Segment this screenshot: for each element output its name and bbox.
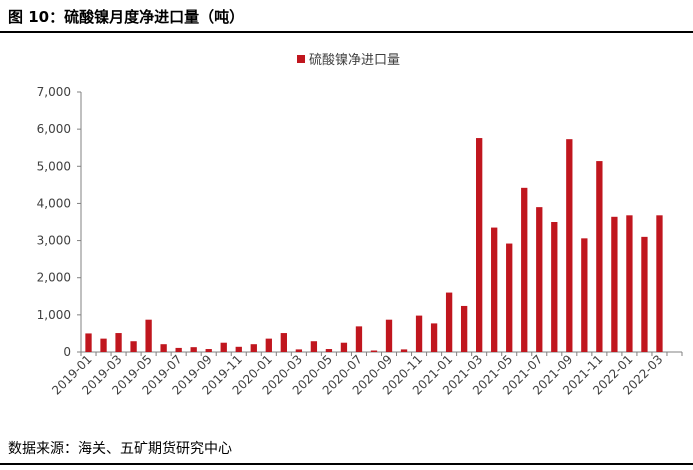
bar <box>415 315 423 352</box>
bar <box>596 161 603 352</box>
source-note: 数据来源：海关、五矿期货研究中心 <box>8 441 232 457</box>
bar <box>130 341 137 352</box>
y-tick-label: 6,000 <box>37 122 71 136</box>
bar <box>385 319 393 352</box>
bar <box>506 243 513 352</box>
bar <box>145 319 152 352</box>
y-tick-label: 4,000 <box>37 196 71 210</box>
bar-chart: 硫酸镍净进口量 0 1,000 2,000 3,000 4,000 5,000 6,000 7… <box>37 53 683 398</box>
bar <box>476 138 483 352</box>
bar <box>445 292 453 352</box>
bar <box>626 215 633 352</box>
figure-title: 图 10：硫酸镍月度净进口量（吨） <box>8 8 245 26</box>
bar <box>355 326 363 352</box>
bar <box>566 139 573 352</box>
bar <box>205 349 212 352</box>
bar <box>536 207 543 352</box>
title-rule <box>0 31 693 33</box>
x-axis-labels: 2019-012019-032019-052019-072019-092019-… <box>49 352 665 397</box>
bar <box>400 349 408 352</box>
legend-swatch <box>297 55 305 63</box>
bar <box>521 187 528 352</box>
legend-label: 硫酸镍净进口量 <box>309 53 400 68</box>
bar <box>491 227 498 352</box>
y-tick-label: 0 <box>63 345 71 359</box>
y-tick-label: 5,000 <box>37 159 71 173</box>
bar <box>641 236 648 352</box>
bar <box>115 333 122 352</box>
bottom-rule <box>0 463 693 465</box>
bar <box>611 216 618 352</box>
bars <box>85 138 663 352</box>
bar <box>310 341 318 352</box>
bar <box>235 346 242 352</box>
bar <box>100 338 107 352</box>
bar <box>656 215 663 352</box>
bar <box>160 344 167 352</box>
bar <box>265 338 272 352</box>
bar <box>250 344 257 352</box>
y-tick-label: 3,000 <box>37 234 71 248</box>
bar <box>460 305 468 352</box>
bar <box>295 349 303 352</box>
bar <box>430 323 438 352</box>
bar <box>85 333 92 352</box>
bar <box>280 333 287 352</box>
bar <box>220 342 227 352</box>
bar <box>325 349 333 352</box>
y-axis-labels: 0 1,000 2,000 3,000 4,000 5,000 6,000 7,000 <box>37 85 71 359</box>
y-tick-label: 7,000 <box>37 85 71 99</box>
bar <box>340 342 348 352</box>
axes <box>77 91 683 356</box>
legend: 硫酸镍净进口量 <box>297 53 400 68</box>
bar <box>581 238 588 352</box>
y-tick-label: 1,000 <box>37 308 71 322</box>
bar <box>190 347 197 352</box>
bar <box>551 222 558 352</box>
y-tick-label: 2,000 <box>37 271 71 285</box>
bar <box>175 347 182 352</box>
bar <box>370 350 378 352</box>
